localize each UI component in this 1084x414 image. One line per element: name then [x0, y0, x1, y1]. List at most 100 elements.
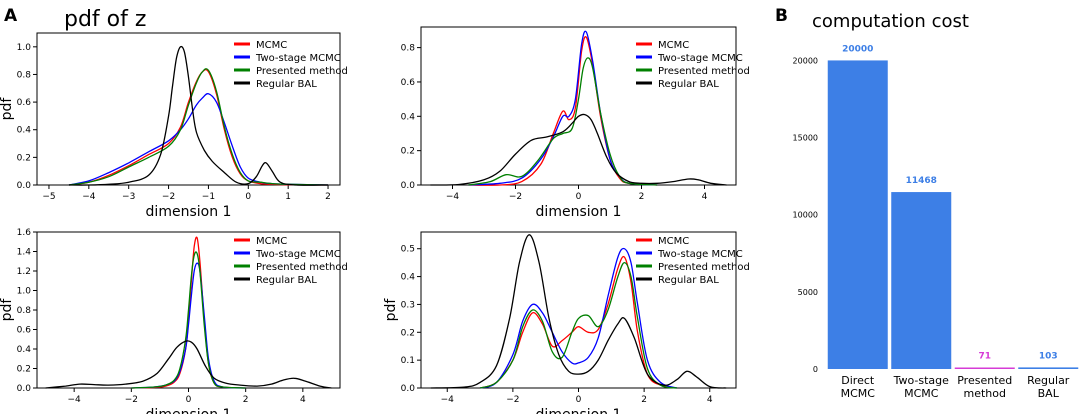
legend-label: Regular BAL — [658, 79, 719, 90]
y-tick-label: 0.2 — [401, 147, 415, 157]
y-tick-label: 10000 — [793, 211, 818, 220]
category-label: Regular — [1027, 374, 1070, 387]
bar-value-label: 71 — [978, 352, 991, 362]
y-tick-label: 5000 — [798, 288, 818, 297]
legend-label: Two-stage MCMC — [255, 249, 341, 260]
y-tick-label: 0.0 — [17, 181, 32, 191]
legend-label: Presented method — [256, 262, 348, 273]
series-line-regular-bal — [430, 113, 727, 186]
legend-label: Presented method — [658, 66, 750, 77]
panel-a-title: pdf of z — [64, 7, 146, 32]
x-tick-label: −4 — [446, 192, 460, 202]
legend-label: Presented method — [256, 66, 348, 77]
y-tick-label: 20000 — [793, 56, 818, 65]
y-tick-label: 0.4 — [401, 273, 416, 283]
panel-b-letter: B — [775, 6, 788, 26]
pdf-chart-1: −5 −4 −3 −2 −1 0 1 2 0.0 0.2 0.4 0.6 0.8 1.0 dimension… — [0, 32, 348, 220]
x-tick-label: 2 — [325, 192, 331, 202]
y-tick-label: 0.0 — [401, 384, 416, 394]
series-line-two-stage-mcmc — [479, 247, 678, 389]
y-tick-label: 0.8 — [17, 306, 32, 316]
series-line-presented-method — [468, 57, 658, 186]
pdf-chart-4: −4 −2 0 2 4 0.0 0.1 0.2 0.3 0.4 0.5 dimension 1 pdf M… — [383, 231, 750, 414]
category-label: Presented — [957, 374, 1012, 387]
x-tick-label: −3 — [122, 192, 135, 202]
category-label: method — [964, 387, 1006, 400]
x-tick-label: 0 — [576, 395, 582, 405]
y-tick-label: 15000 — [793, 134, 818, 143]
panel-a-letter: A — [4, 6, 18, 26]
x-tick-label: −4 — [68, 395, 82, 405]
x-axis-label: dimension 1 — [536, 204, 622, 220]
y-axis-label: pdf — [383, 298, 399, 322]
x-tick-label: −4 — [441, 395, 455, 405]
series-line-presented-method — [479, 261, 678, 389]
x-tick-label: −2 — [125, 395, 138, 405]
y-tick-label: 0.5 — [401, 245, 415, 255]
legend-label: Two-stage MCMC — [657, 53, 743, 64]
legend-label: Regular BAL — [256, 79, 317, 90]
y-tick-label: 0.8 — [401, 44, 416, 54]
series-line-mcmc — [468, 36, 658, 186]
legend-label: MCMC — [256, 40, 287, 51]
series-line-two-stage-mcmc — [131, 262, 246, 389]
x-tick-label: −2 — [509, 192, 522, 202]
x-tick-label: 1 — [285, 192, 291, 202]
y-tick-label: 1.6 — [17, 228, 32, 238]
y-tick-label: 0.2 — [401, 328, 415, 338]
series-line-regular-bal — [68, 45, 329, 186]
y-tick-label: 1.2 — [17, 267, 31, 277]
y-tick-label: 0.8 — [17, 70, 32, 80]
x-tick-label: 2 — [641, 395, 647, 405]
x-tick-label: −1 — [202, 192, 215, 202]
y-axis-label: pdf — [0, 97, 15, 121]
panel-b-title: computation cost — [812, 11, 969, 32]
x-tick-label: −4 — [82, 192, 96, 202]
bar-value-label: 11468 — [906, 176, 937, 186]
x-tick-label: 0 — [576, 192, 582, 202]
bar-regular-bal — [1018, 367, 1079, 369]
pdf-chart-3: −4 −2 0 2 4 0.0 0.2 0.4 0.6 0.8 1.0 1.2 1.4 1.6 dimens… — [0, 228, 348, 414]
x-axis-label: dimension 1 — [146, 204, 232, 220]
bar-two-stage-mcmc — [891, 192, 952, 369]
y-tick-label: 0.3 — [401, 300, 415, 310]
x-axis-label: dimension 1 — [146, 407, 232, 414]
y-tick-label: 0.4 — [17, 345, 32, 355]
y-tick-label: 1.4 — [17, 248, 32, 258]
y-tick-label: 0.2 — [17, 365, 31, 375]
y-tick-label: 0.2 — [17, 153, 31, 163]
y-tick-label: 0.1 — [401, 356, 415, 366]
pdf-chart-2: −4 −2 0 2 4 0.0 0.2 0.4 0.6 0.8 dimension 1 MCMC Two… — [401, 26, 750, 220]
category-label: MCMC — [841, 387, 876, 400]
category-label: Two-stage — [893, 374, 950, 387]
category-label: MCMC — [904, 387, 939, 400]
y-tick-label: 1.0 — [17, 287, 32, 297]
y-tick-label: 0.6 — [17, 326, 32, 336]
x-tick-label: 0 — [245, 192, 251, 202]
bar-presented-method — [954, 367, 1015, 369]
category-label: BAL — [1038, 387, 1060, 400]
x-tick-label: −2 — [506, 395, 519, 405]
x-tick-label: 2 — [243, 395, 249, 405]
legend-label: Presented method — [658, 262, 750, 273]
x-tick-label: 4 — [300, 395, 306, 405]
category-label: Direct — [841, 374, 875, 387]
x-tick-label: 4 — [702, 192, 708, 202]
y-axis-label: pdf — [0, 298, 15, 322]
y-tick-label: 0.4 — [17, 126, 32, 136]
legend-label: Regular BAL — [256, 275, 317, 286]
y-tick-label: 0.4 — [401, 112, 416, 122]
series-line-regular-bal — [45, 340, 332, 389]
series-line-two-stage-mcmc — [468, 30, 658, 186]
y-tick-label: 0.6 — [17, 98, 32, 108]
x-tick-label: 0 — [186, 395, 192, 405]
legend-label: MCMC — [256, 236, 287, 247]
y-tick-label: 0.0 — [17, 384, 32, 394]
cost-bar-chart: 0500010000150002000020000DirectMCMC11468… — [793, 44, 1079, 400]
y-tick-label: 0.0 — [401, 181, 416, 191]
bar-value-label: 20000 — [842, 44, 873, 54]
y-tick-label: 0.6 — [401, 78, 416, 88]
legend-label: Two-stage MCMC — [255, 53, 341, 64]
series-line-presented-method — [68, 68, 329, 186]
